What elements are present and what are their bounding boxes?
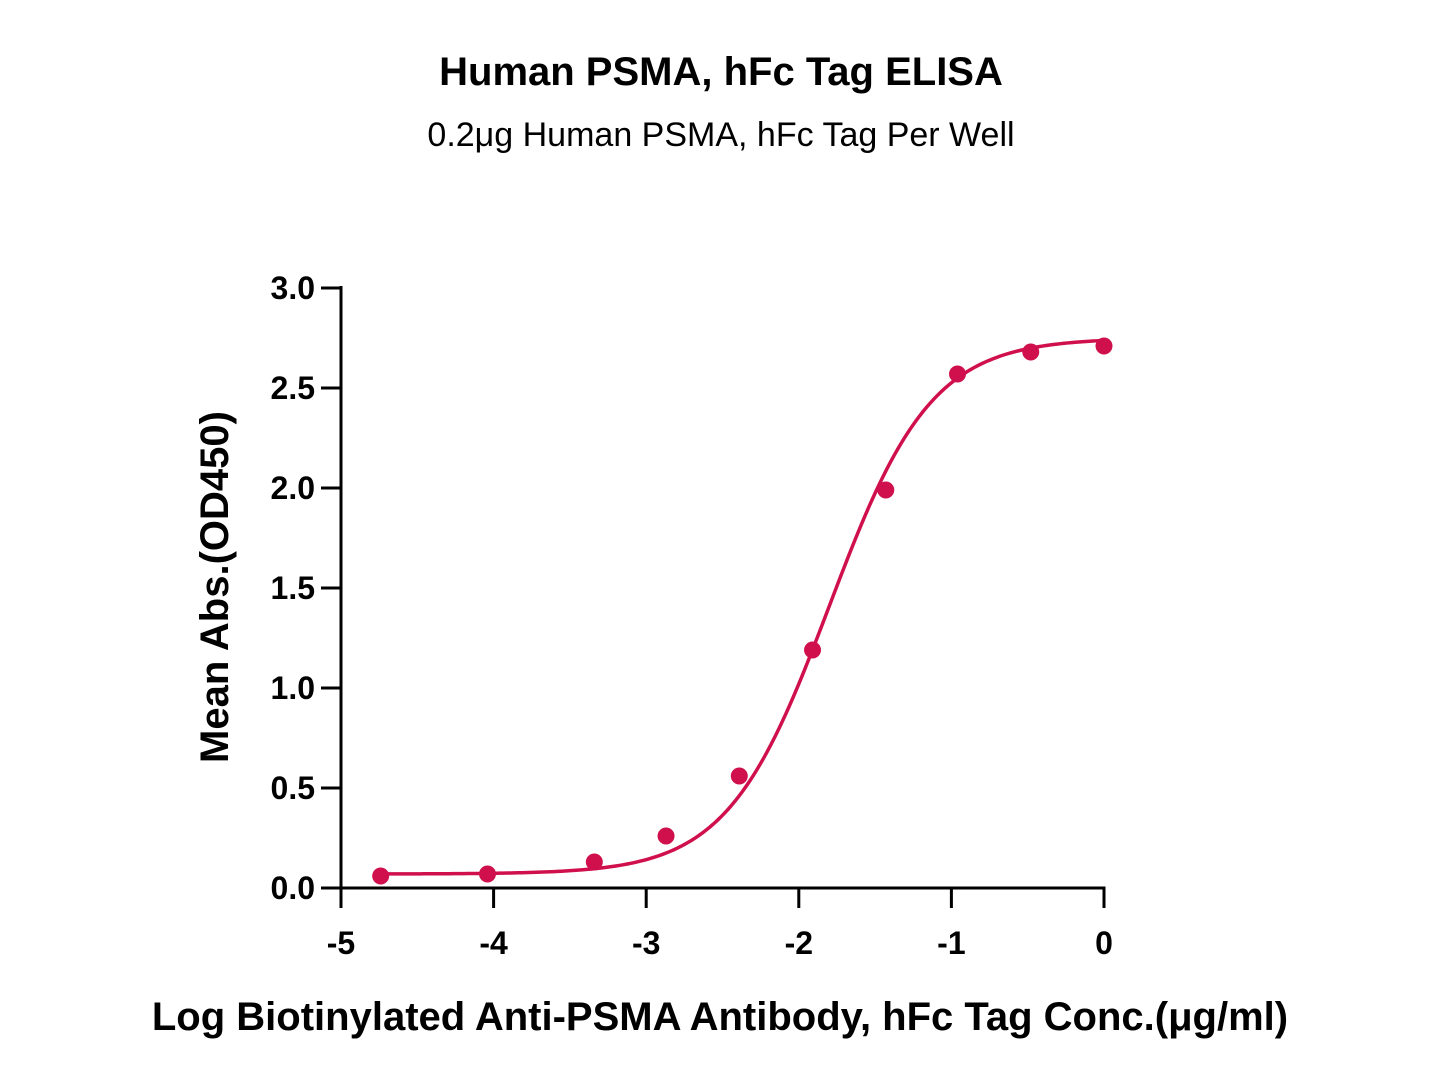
data-points-layer xyxy=(372,337,1113,885)
data-point xyxy=(372,867,390,885)
chart-subtitle: 0.2μg Human PSMA, hFc Tag Per Well xyxy=(427,116,1015,154)
data-point xyxy=(949,365,967,383)
y-tick-label: 1.0 xyxy=(271,670,315,706)
x-axis-title: Log Biotinylated Anti-PSMA Antibody, hFc… xyxy=(152,995,1288,1039)
data-point xyxy=(657,827,675,845)
x-tick-label: -3 xyxy=(632,925,660,961)
x-tick-label: 0 xyxy=(1095,925,1113,961)
y-tick-label: 0.5 xyxy=(271,770,315,806)
fit-curve-layer xyxy=(380,338,1105,876)
y-tick-label: 3.0 xyxy=(271,270,315,306)
data-point xyxy=(1095,337,1113,355)
x-tick-label: -5 xyxy=(327,925,355,961)
data-point xyxy=(1022,343,1040,361)
data-point xyxy=(804,641,822,659)
x-tick-label: -1 xyxy=(937,925,965,961)
y-tick-label: 2.0 xyxy=(271,470,315,506)
data-point xyxy=(585,853,603,871)
chart-title: Human PSMA, hFc Tag ELISA xyxy=(439,50,1003,94)
data-point xyxy=(877,481,895,499)
y-tick-label: 2.5 xyxy=(271,370,315,406)
data-point xyxy=(730,767,748,785)
x-tick-label: -4 xyxy=(479,925,508,961)
y-axis-title: Mean Abs.(OD450) xyxy=(193,411,237,763)
axes: 0.0 0.5 1.0 1.5 2.0 2.5 3.0 -5 -4 -3 -2 -1 0 xyxy=(271,270,1113,961)
x-tick-label: -2 xyxy=(785,925,813,961)
fit-curve xyxy=(380,338,1105,876)
data-point xyxy=(478,865,496,883)
y-tick-label: 1.5 xyxy=(271,570,315,606)
y-tick-label: 0.0 xyxy=(271,870,315,906)
